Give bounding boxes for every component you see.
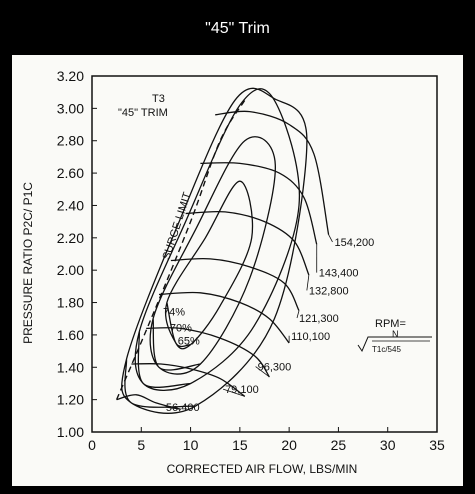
- efficiency-contour: [134, 88, 301, 392]
- y-tick-label: 2.60: [57, 165, 84, 181]
- y-tick-label: 1.20: [57, 392, 84, 408]
- plot-frame: [91, 75, 438, 433]
- y-tick-label: 3.20: [57, 68, 84, 84]
- speed-line-label: 132,800: [309, 285, 349, 297]
- chart-panel: 0 5 10 15 20 25 30 35 1.00 1.20 1.40 1.60 1.80 2.00 2.…: [12, 55, 463, 486]
- x-tick-label: 0: [88, 437, 96, 453]
- speed-leader-line: [255, 366, 270, 378]
- rpm-formula-lhs: RPM=: [375, 318, 406, 330]
- page-title: "45" Trim: [205, 20, 270, 37]
- x-tick-label: 35: [429, 437, 445, 453]
- speed-line-label: 143,400: [319, 268, 359, 280]
- speed-line: [185, 210, 310, 276]
- speed-line: [215, 110, 330, 235]
- surge-limit-line: [115, 99, 246, 400]
- efficiency-label: 65%: [178, 336, 200, 348]
- efficiency-contour: [165, 180, 254, 350]
- speed-line: [116, 394, 181, 410]
- compressor-map-chart: 0 5 10 15 20 25 30 35 1.00 1.20 1.40 1.60 1.80 2.00 2.…: [21, 68, 445, 476]
- inset-label-line1: T3: [152, 93, 165, 105]
- y-tick-label: 3.00: [57, 100, 84, 116]
- speed-line: [200, 162, 318, 245]
- x-tick-label: 20: [281, 437, 297, 453]
- efficiency-label: 70%: [170, 323, 192, 335]
- speed-line: [131, 362, 246, 397]
- speed-leader-line: [328, 234, 333, 243]
- speed-leader-line: [222, 388, 245, 397]
- x-tick-label: 5: [137, 437, 145, 453]
- tick-labels: 0 5 10 15 20 25 30 35 1.00 1.20 1.40 1.60 1.80 2.00 2.…: [57, 68, 445, 453]
- efficiency-contour: [121, 87, 308, 414]
- rpm-formula-numerator: N: [392, 329, 399, 339]
- y-tick-label: 1.00: [57, 424, 84, 440]
- speed-line: [146, 327, 270, 378]
- rpm-formula-denominator: T1c/545: [372, 345, 401, 354]
- speed-line-label: 110,100: [291, 331, 330, 343]
- speed-line: [158, 291, 290, 344]
- x-tick-label: 15: [232, 437, 248, 453]
- efficiency-label: 74%: [163, 306, 185, 318]
- speed-line-label: 154,200: [334, 237, 374, 249]
- y-tick-label: 2.20: [57, 230, 84, 246]
- speed-leader-line: [163, 406, 181, 410]
- speed-leader-line: [306, 274, 310, 291]
- speed-leader-line: [296, 310, 300, 319]
- y-axis-label: PRESSURE RATIO P2C/ P1C: [21, 182, 35, 344]
- x-axis-label: CORRECTED AIR FLOW, LBS/MIN: [167, 462, 358, 476]
- speed-line-label: 121,300: [299, 313, 339, 325]
- x-tick-label: 30: [380, 437, 396, 453]
- speed-line-label: 56,400: [166, 402, 200, 414]
- y-tick-label: 1.40: [57, 359, 84, 375]
- y-tick-label: 2.00: [57, 262, 84, 278]
- axes: [91, 75, 438, 433]
- x-tick-label: 10: [183, 437, 199, 453]
- y-tick-label: 1.60: [57, 327, 84, 343]
- x-tick-label: 25: [331, 437, 347, 453]
- speed-line-label: 96,300: [258, 362, 292, 374]
- speed-line: [170, 257, 300, 311]
- efficiency-islands: [121, 87, 308, 414]
- inset-label-line2: "45" TRIM: [118, 107, 168, 119]
- annotations: 56,400 79,100 96,300 110,100 121,300 132,800 1…: [163, 237, 432, 414]
- speed-lines: [116, 110, 333, 410]
- efficiency-contour: [149, 136, 276, 375]
- rpm-radical-sign: [357, 336, 432, 353]
- y-tick-label: 2.80: [57, 133, 84, 149]
- surge-limit: [115, 99, 246, 400]
- y-tick-label: 1.80: [57, 295, 84, 311]
- y-tick-label: 2.40: [57, 197, 84, 213]
- speed-line-label: 79,100: [225, 384, 259, 396]
- surge-limit-label: SURGE LIMIT: [161, 191, 194, 262]
